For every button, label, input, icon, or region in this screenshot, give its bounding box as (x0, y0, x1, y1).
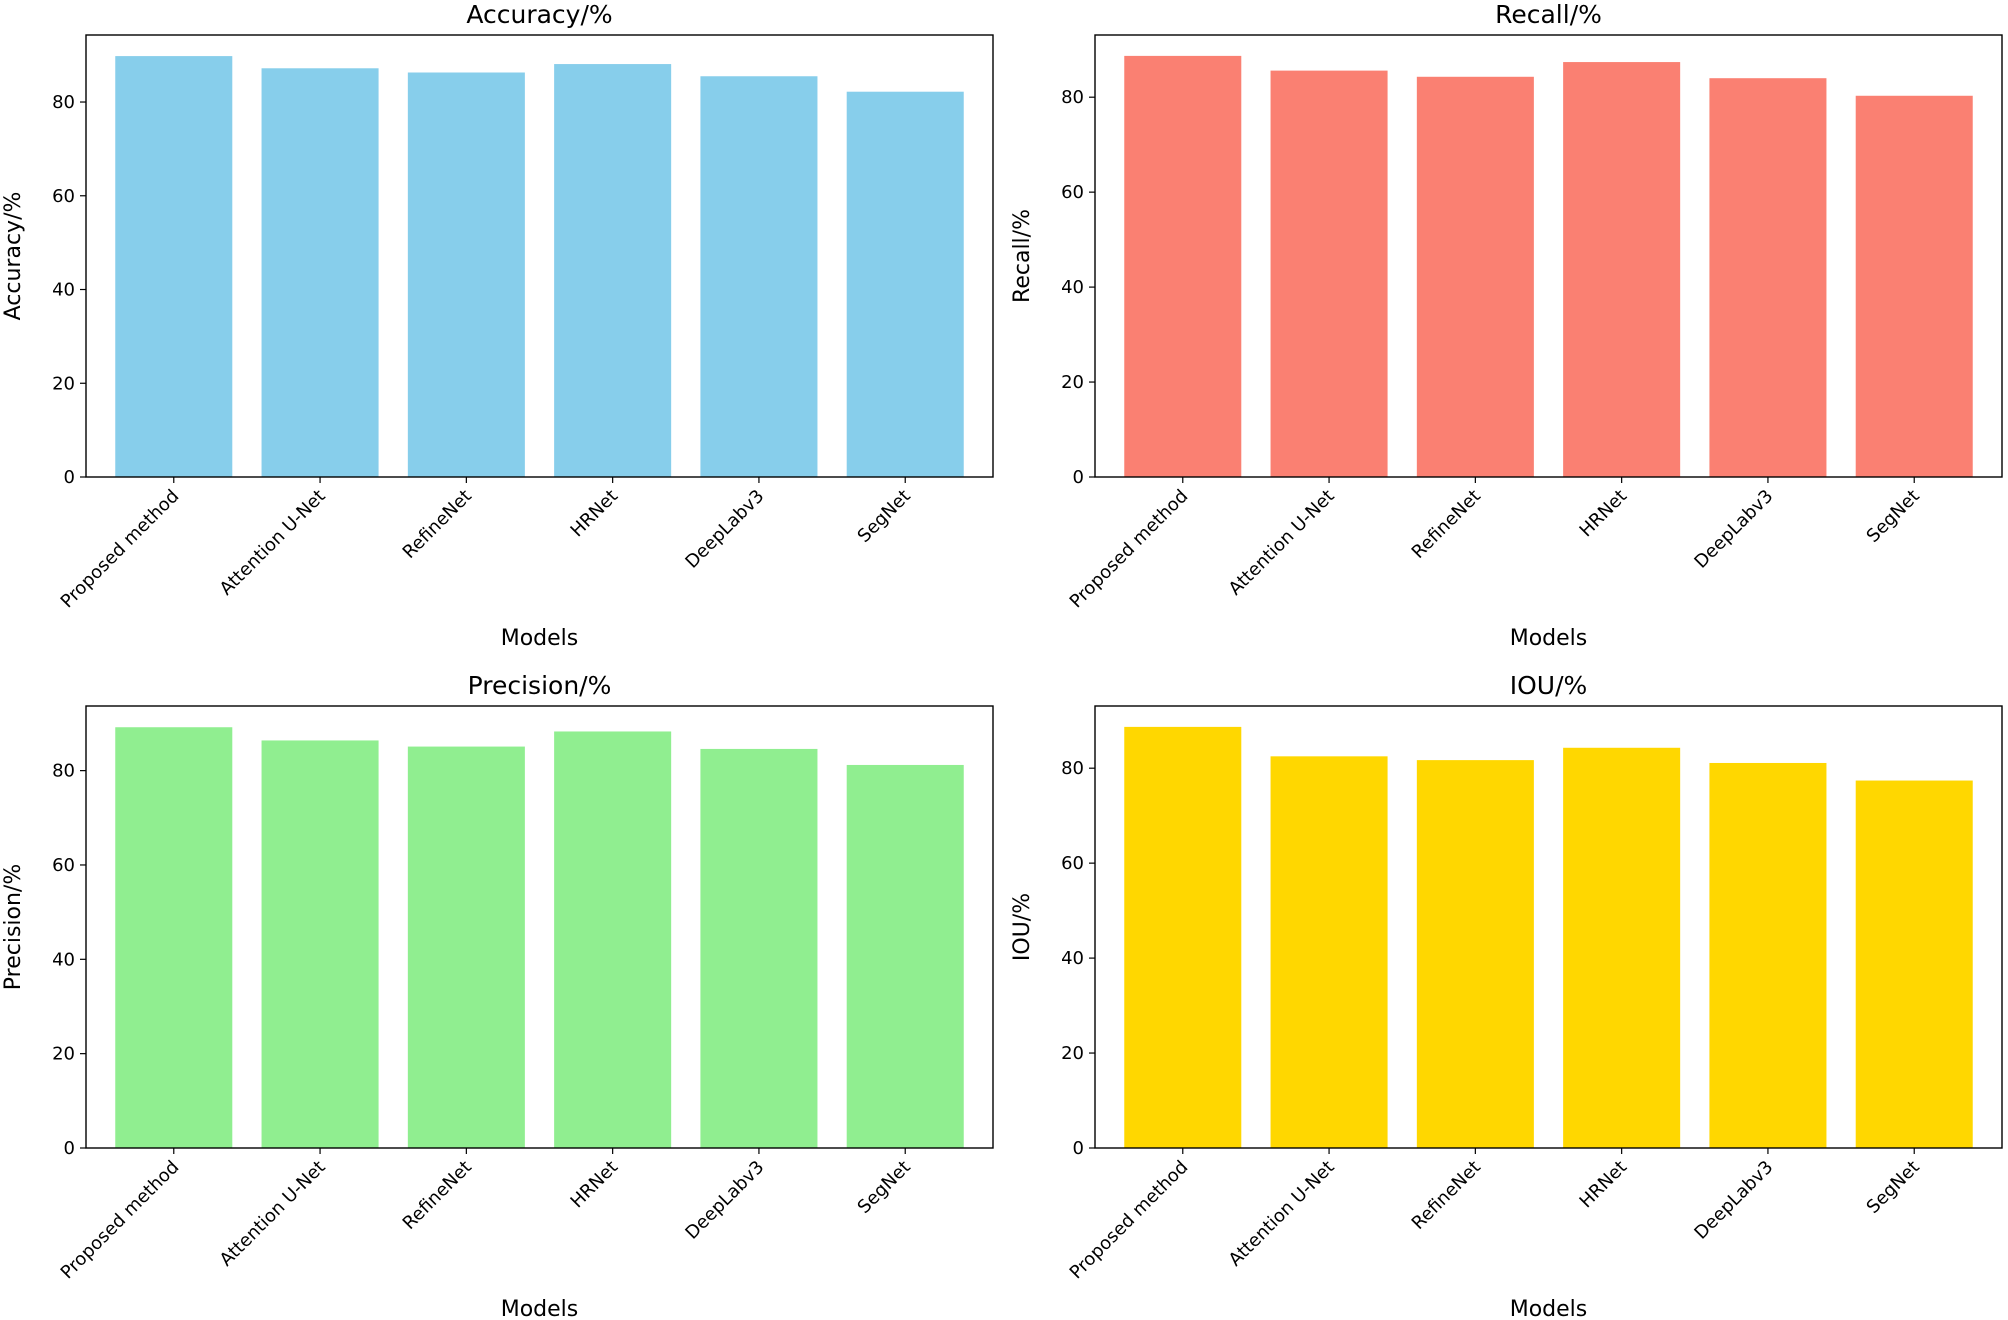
y-tick-label: 0 (1073, 467, 1084, 488)
x-tick-label: SegNet (854, 1157, 915, 1218)
bar-refinenet (407, 72, 525, 477)
bar-segnet (1855, 780, 1973, 1148)
bar-deeplabv3 (1709, 78, 1827, 477)
y-tick-label: 20 (52, 1044, 75, 1065)
bar-attention-u-net (261, 68, 379, 477)
y-tick-label: 80 (1061, 758, 1084, 779)
x-tick-label: Attention U-Net (1225, 1157, 1339, 1271)
chart-panel-4: 0 20 40 60 80 Proposed method Attention U-Net R… (1010, 671, 2003, 1320)
chart-title: Precision/% (468, 671, 612, 700)
y-tick-label: 0 (1073, 1138, 1084, 1159)
x-tick-label: RefineNet (399, 486, 476, 563)
bar-deeplabv3 (700, 748, 818, 1148)
x-tick-label: Attention U-Net (216, 486, 330, 600)
y-tick-label: 40 (1061, 277, 1084, 298)
bar-hrnet (1563, 62, 1681, 478)
x-tick-label: SegNet (1863, 1157, 1924, 1218)
y-tick-label: 0 (64, 1138, 75, 1159)
chart-title: IOU/% (1510, 671, 1588, 700)
y-axis-label: Accuracy/% (1, 192, 26, 321)
x-tick-label: DeepLabv3 (1690, 486, 1777, 573)
y-tick-label: 80 (52, 761, 75, 782)
chart-panel-1: 0 20 40 60 80 Proposed method Attention U-Net R… (1, 0, 994, 651)
y-axis-label: Precision/% (1, 864, 26, 990)
x-axis-label: Models (501, 1297, 579, 1320)
bar-proposed-method (115, 727, 233, 1148)
bar-hrnet (554, 731, 672, 1148)
y-tick-label: 80 (52, 92, 75, 113)
plot-frame (1094, 705, 2003, 1149)
y-tick-label: 80 (1061, 87, 1084, 108)
x-tick-label: SegNet (1863, 486, 1924, 547)
y-tick-label: 20 (52, 373, 75, 394)
bar-segnet (846, 764, 964, 1148)
plot-frame (85, 705, 994, 1149)
x-axis-label: Models (1510, 1297, 1588, 1320)
x-axis-label: Models (1510, 626, 1588, 651)
bar-attention-u-net (1270, 756, 1388, 1148)
y-tick-label: 40 (1061, 948, 1084, 969)
x-tick-label: HRNet (567, 1157, 623, 1213)
x-tick-label: RefineNet (1408, 486, 1485, 563)
bar-refinenet (407, 746, 525, 1148)
bar-hrnet (554, 64, 672, 477)
x-tick-label: DeepLabv3 (681, 1157, 768, 1244)
y-tick-label: 40 (52, 949, 75, 970)
y-tick-label: 20 (1061, 1043, 1084, 1064)
chart-title: Accuracy/% (466, 0, 612, 29)
x-tick-label: DeepLabv3 (1690, 1157, 1777, 1244)
x-tick-label: DeepLabv3 (681, 486, 768, 573)
y-tick-label: 60 (52, 855, 75, 876)
bar-proposed-method (1124, 726, 1242, 1148)
x-tick-label: HRNet (1576, 486, 1632, 542)
bar-attention-u-net (1270, 70, 1388, 478)
y-tick-label: 60 (52, 186, 75, 207)
bar-refinenet (1416, 760, 1534, 1148)
x-tick-label: Proposed method (1066, 1157, 1193, 1284)
y-axis-label: Recall/% (1010, 209, 1035, 303)
bar-segnet (1855, 95, 1973, 478)
chart-panel-2: 0 20 40 60 80 Proposed method Attention U-Net R… (1010, 0, 2003, 651)
y-tick-label: 0 (64, 467, 75, 488)
y-tick-label: 40 (52, 280, 75, 301)
bar-deeplabv3 (1709, 762, 1827, 1148)
plot-frame (1094, 34, 2003, 478)
bar-hrnet (1563, 747, 1681, 1148)
bar-segnet (846, 91, 964, 478)
chart-panel-3: 0 20 40 60 80 Proposed method Attention U-Net R… (1, 671, 994, 1320)
x-tick-label: RefineNet (399, 1157, 476, 1234)
x-tick-label: SegNet (854, 486, 915, 547)
y-tick-label: 20 (1061, 372, 1084, 393)
bar-deeplabv3 (700, 76, 818, 477)
y-tick-label: 60 (1061, 182, 1084, 203)
x-tick-label: Proposed method (1066, 486, 1193, 613)
bar-proposed-method (1124, 55, 1242, 477)
y-tick-label: 60 (1061, 853, 1084, 874)
plot-frame (85, 34, 994, 478)
y-axis-label: IOU/% (1010, 893, 1035, 961)
x-tick-label: HRNet (1576, 1157, 1632, 1213)
bar-refinenet (1416, 76, 1534, 477)
bar-attention-u-net (261, 740, 379, 1148)
x-axis-label: Models (501, 626, 579, 651)
x-tick-label: HRNet (567, 486, 623, 542)
x-tick-label: Proposed method (57, 1157, 184, 1284)
x-tick-label: Attention U-Net (216, 1157, 330, 1271)
x-tick-label: Attention U-Net (1225, 486, 1339, 600)
bar-proposed-method (115, 56, 233, 478)
chart-title: Recall/% (1495, 0, 1602, 29)
x-tick-label: Proposed method (57, 486, 184, 613)
x-tick-label: RefineNet (1408, 1157, 1485, 1234)
